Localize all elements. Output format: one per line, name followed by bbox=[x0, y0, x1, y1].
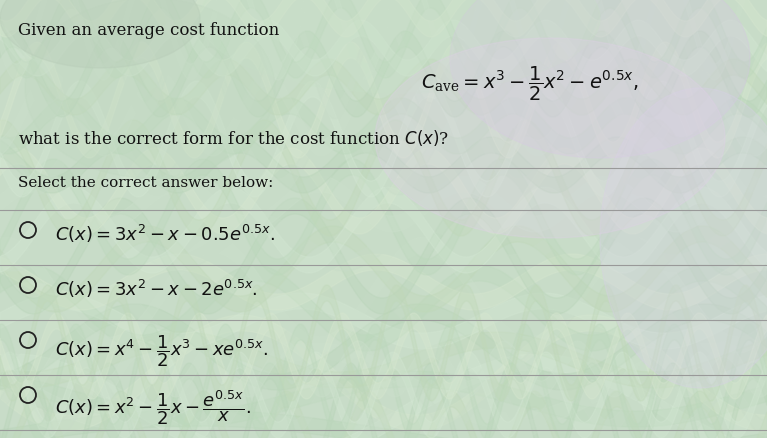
Text: $C(x) = 3x^2 - x - 2e^{0.5x}.$: $C(x) = 3x^2 - x - 2e^{0.5x}.$ bbox=[55, 278, 258, 300]
Ellipse shape bbox=[0, 0, 200, 68]
Ellipse shape bbox=[375, 38, 725, 238]
Ellipse shape bbox=[200, 0, 600, 93]
Text: $C(x) = x^2 - \dfrac{1}{2}x - \dfrac{e^{0.5x}}{x}.$: $C(x) = x^2 - \dfrac{1}{2}x - \dfrac{e^{… bbox=[55, 388, 251, 427]
Ellipse shape bbox=[450, 0, 750, 158]
Text: $C(x) = x^4 - \dfrac{1}{2}x^3 - xe^{0.5x}.$: $C(x) = x^4 - \dfrac{1}{2}x^3 - xe^{0.5x… bbox=[55, 333, 268, 369]
Text: $C_{\mathregular{ave}} = x^3 - \dfrac{1}{2}x^2 - e^{0.5x},$: $C_{\mathregular{ave}} = x^3 - \dfrac{1}… bbox=[421, 65, 639, 103]
Text: what is the correct form for the cost function $C(x)$?: what is the correct form for the cost fu… bbox=[18, 128, 449, 148]
Text: $C(x) = 3x^2 - x - 0.5e^{0.5x}.$: $C(x) = 3x^2 - x - 0.5e^{0.5x}.$ bbox=[55, 223, 275, 245]
Text: Given an average cost function: Given an average cost function bbox=[18, 22, 279, 39]
Text: Select the correct answer below:: Select the correct answer below: bbox=[18, 176, 273, 190]
Ellipse shape bbox=[25, 0, 275, 178]
Ellipse shape bbox=[600, 88, 767, 388]
